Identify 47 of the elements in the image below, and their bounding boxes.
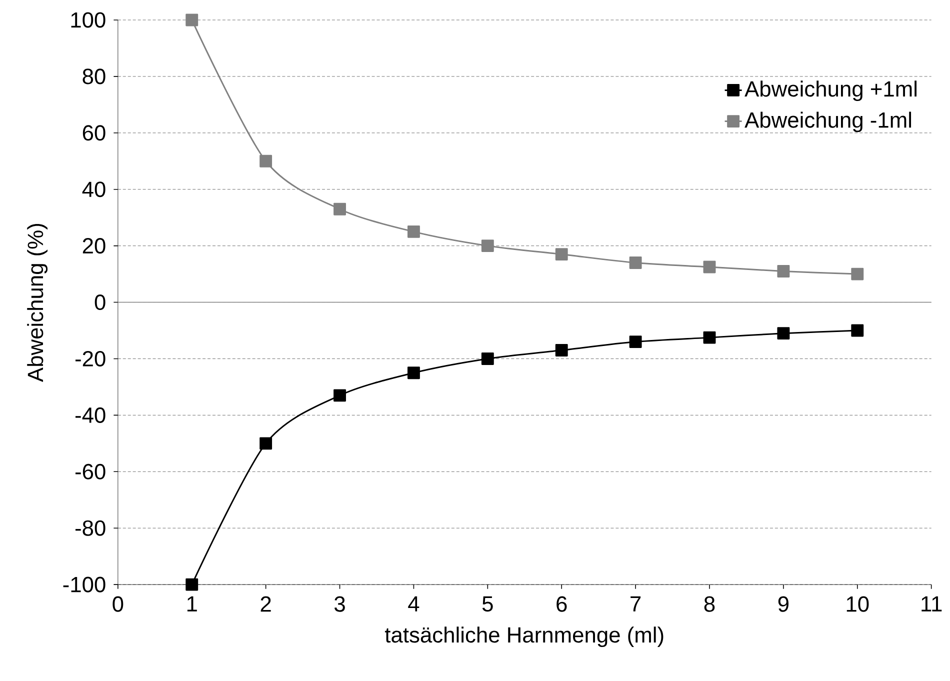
point (777, 265, 790, 278)
x-axis-title: tatsächliche Harnmenge (ml) (384, 626, 664, 648)
point (629, 336, 642, 348)
x-tick-label: 11 (922, 596, 942, 612)
point (555, 344, 568, 357)
point (629, 256, 642, 270)
x-tick-label: 4 (408, 596, 420, 612)
point (777, 327, 790, 340)
point (407, 226, 420, 238)
y-tick-label: -20 (75, 351, 106, 367)
point (481, 240, 494, 252)
y-axis-title: Abweichung (%) (27, 224, 48, 382)
point (186, 578, 198, 592)
x-tick-label: 7 (630, 596, 641, 612)
y-tick-label: 80 (82, 68, 106, 84)
y-tick-label: 100 (71, 12, 106, 28)
x-tick-label: 10 (846, 596, 869, 612)
y-tick-label: 20 (82, 238, 106, 254)
point (260, 437, 272, 450)
point (334, 389, 346, 402)
point (703, 261, 716, 274)
legend-label: Abweichung +1ml (744, 80, 917, 102)
point (407, 366, 420, 380)
point (555, 248, 568, 261)
point (851, 324, 864, 337)
x-tick-label: 0 (112, 596, 124, 612)
y-tick-label: -40 (75, 408, 106, 424)
legend-label: Abweichung -1ml (744, 112, 912, 132)
y-tick-label: -60 (75, 464, 106, 480)
point (260, 155, 272, 168)
x-tick-label: 6 (556, 596, 567, 612)
point (186, 14, 198, 26)
y-tick-label: -100 (63, 577, 106, 593)
x-tick-label: 2 (260, 596, 271, 612)
x-tick-label: 9 (778, 596, 788, 612)
y-tick-label: 60 (82, 125, 106, 141)
y-tick-label: 0 (94, 294, 106, 310)
point (703, 332, 716, 344)
y-tick-label: -80 (75, 520, 106, 536)
x-tick-label: 8 (704, 596, 715, 612)
x-tick-label: 3 (334, 596, 345, 612)
x-tick-label: 5 (482, 596, 493, 612)
x-tick-label: 1 (187, 596, 197, 612)
y-tick-label: 40 (82, 182, 106, 198)
point (481, 352, 494, 366)
point (851, 268, 864, 281)
point (334, 203, 346, 216)
